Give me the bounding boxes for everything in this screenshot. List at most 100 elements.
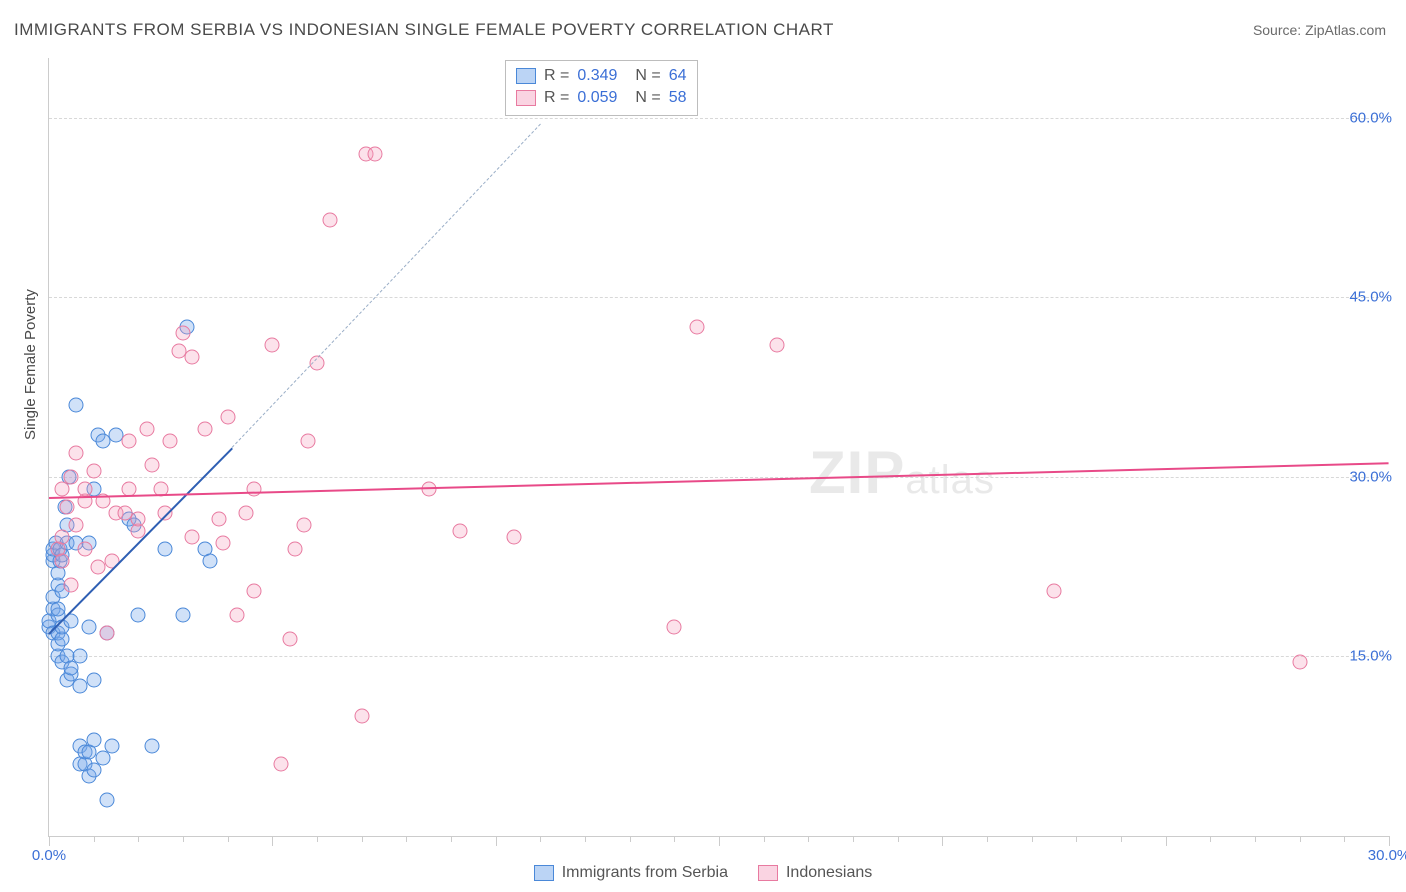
data-point <box>68 517 83 532</box>
data-point <box>323 212 338 227</box>
data-point <box>296 517 311 532</box>
data-point <box>64 577 79 592</box>
x-tick-minor <box>317 836 318 842</box>
data-point <box>100 793 115 808</box>
data-point <box>202 553 217 568</box>
data-point <box>158 541 173 556</box>
data-point <box>184 350 199 365</box>
stats-row: R = 0.349N = 64 <box>516 65 687 87</box>
data-point <box>287 541 302 556</box>
data-point <box>247 583 262 598</box>
x-tick <box>496 836 497 846</box>
data-point <box>86 463 101 478</box>
x-tick-minor <box>764 836 765 842</box>
x-tick-minor <box>1344 836 1345 842</box>
data-point <box>131 511 146 526</box>
data-point <box>73 649 88 664</box>
data-point <box>274 757 289 772</box>
data-point <box>229 607 244 622</box>
x-tick-minor <box>674 836 675 842</box>
x-tick-minor <box>228 836 229 842</box>
x-tick-minor <box>451 836 452 842</box>
x-tick-minor <box>1121 836 1122 842</box>
x-tick <box>719 836 720 846</box>
data-point <box>144 457 159 472</box>
trend-extension <box>232 124 541 448</box>
data-point <box>211 511 226 526</box>
data-point <box>162 434 177 449</box>
x-tick-minor <box>853 836 854 842</box>
x-tick-minor <box>630 836 631 842</box>
stats-row: R = 0.059N = 58 <box>516 87 687 109</box>
data-point <box>283 631 298 646</box>
data-point <box>50 601 65 616</box>
x-tick-minor <box>898 836 899 842</box>
x-tick <box>49 836 50 846</box>
data-point <box>131 607 146 622</box>
data-point <box>770 338 785 353</box>
x-tick <box>272 836 273 846</box>
data-point <box>104 739 119 754</box>
data-point <box>247 481 262 496</box>
x-tick-minor <box>540 836 541 842</box>
data-point <box>265 338 280 353</box>
x-tick <box>1389 836 1390 846</box>
legend-swatch <box>758 865 778 881</box>
data-point <box>667 619 682 634</box>
data-point <box>176 607 191 622</box>
y-tick-label: 60.0% <box>1349 109 1392 126</box>
x-tick <box>1166 836 1167 846</box>
x-tick-label: 30.0% <box>1368 847 1406 864</box>
data-point <box>86 673 101 688</box>
gridline <box>49 297 1389 298</box>
legend-item: Indonesians <box>758 864 872 882</box>
data-point <box>77 481 92 496</box>
data-point <box>122 434 137 449</box>
source-label: Source: ZipAtlas.com <box>1253 22 1386 38</box>
data-point <box>55 553 70 568</box>
data-point <box>1047 583 1062 598</box>
y-axis-label: Single Female Poverty <box>22 289 39 440</box>
x-tick-minor <box>987 836 988 842</box>
stats-legend: R = 0.349N = 64R = 0.059N = 58 <box>505 60 698 116</box>
trend-line <box>49 463 1389 500</box>
data-point <box>176 326 191 341</box>
data-point <box>184 529 199 544</box>
data-point <box>368 146 383 161</box>
data-point <box>82 619 97 634</box>
data-point <box>55 529 70 544</box>
data-point <box>140 422 155 437</box>
legend-item: Immigrants from Serbia <box>534 864 728 882</box>
data-point <box>301 434 316 449</box>
gridline <box>49 118 1389 119</box>
legend-swatch <box>534 865 554 881</box>
x-tick-minor <box>808 836 809 842</box>
data-point <box>506 529 521 544</box>
gridline <box>49 477 1389 478</box>
data-point <box>220 410 235 425</box>
x-tick-minor <box>138 836 139 842</box>
x-tick-label: 0.0% <box>32 847 66 864</box>
x-tick-minor <box>1032 836 1033 842</box>
data-point <box>64 469 79 484</box>
x-tick-minor <box>1255 836 1256 842</box>
legend-swatch <box>516 90 536 106</box>
data-point <box>452 523 467 538</box>
x-tick-minor <box>183 836 184 842</box>
x-tick-minor <box>406 836 407 842</box>
y-tick-label: 15.0% <box>1349 648 1392 665</box>
data-point <box>689 320 704 335</box>
y-tick-label: 30.0% <box>1349 468 1392 485</box>
data-point <box>86 733 101 748</box>
data-point <box>68 398 83 413</box>
data-point <box>216 535 231 550</box>
data-point <box>59 499 74 514</box>
legend-swatch <box>516 68 536 84</box>
data-point <box>354 709 369 724</box>
x-tick-minor <box>1300 836 1301 842</box>
x-tick-minor <box>94 836 95 842</box>
data-point <box>238 505 253 520</box>
data-point <box>1292 655 1307 670</box>
data-point <box>68 445 83 460</box>
series-legend: Immigrants from Serbia Indonesians <box>0 864 1406 882</box>
